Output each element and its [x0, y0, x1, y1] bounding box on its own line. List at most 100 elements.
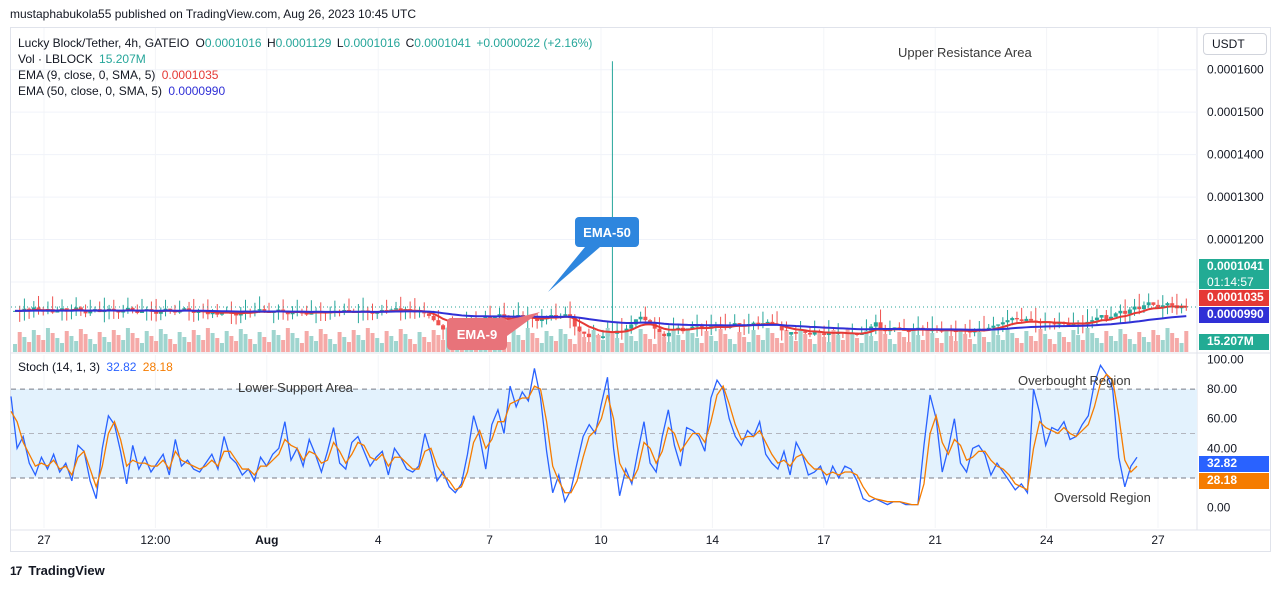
volume-bar: [323, 334, 328, 352]
volume-bar: [41, 340, 46, 352]
tradingview-brand[interactable]: TradingView: [28, 563, 105, 578]
volume-bar: [803, 334, 808, 352]
volume-bar: [111, 330, 116, 352]
time-tick-label: 27: [37, 533, 51, 547]
volume-bar: [680, 340, 685, 352]
candle-body: [309, 312, 314, 315]
volume-bar: [563, 334, 568, 352]
volume-bar: [699, 343, 704, 352]
volume-bar: [807, 339, 812, 352]
volume-bar: [855, 338, 860, 352]
candle-body: [346, 309, 351, 312]
volume-bar: [356, 335, 361, 352]
price-tick-label: 0.0001500: [1207, 105, 1264, 119]
volume-bar: [1019, 343, 1024, 352]
stoch-d-value: 28.18: [142, 360, 173, 374]
volume-bar: [953, 341, 958, 352]
volume-bar: [920, 340, 925, 352]
volume-bar: [398, 329, 403, 352]
candle-body: [74, 307, 79, 310]
volume-bar: [441, 340, 446, 352]
candle-body: [125, 307, 130, 310]
volume-bar: [586, 342, 591, 352]
volume-bar: [949, 336, 954, 352]
volume-bar: [657, 332, 662, 352]
volume-bar: [201, 340, 206, 352]
time-tick-label: 17: [817, 533, 831, 547]
volume-bar: [718, 329, 723, 352]
candle-body: [629, 324, 634, 329]
volume-bar: [351, 330, 356, 352]
volume-bar: [295, 338, 300, 352]
candle-body: [436, 320, 441, 326]
volume-bar: [770, 333, 775, 352]
volume-bar: [379, 343, 384, 352]
volume-bar: [864, 331, 869, 352]
volume-tag: 15.207M: [1199, 334, 1269, 350]
volume-bar: [704, 331, 709, 352]
stoch-d-line: [10, 373, 1138, 506]
candle-body: [1052, 323, 1057, 325]
volume-bar: [916, 335, 921, 352]
volume-bar: [713, 341, 718, 352]
volume-bar: [666, 342, 671, 352]
volume-bar: [662, 337, 667, 352]
volume-bar: [55, 338, 60, 352]
candle-body: [1024, 318, 1029, 322]
volume-bar: [878, 329, 883, 352]
candle-body: [601, 336, 605, 338]
candle-body: [187, 308, 192, 311]
candle-body: [643, 316, 648, 321]
volume-bar: [934, 338, 939, 352]
volume-bar: [154, 341, 159, 352]
legend-h-value: 0.0001129: [275, 36, 332, 50]
legend-l-value: 0.0001016: [343, 36, 401, 50]
candle-body: [1113, 313, 1118, 317]
volume-bar: [31, 330, 36, 352]
volume-bar: [690, 333, 695, 352]
candle-body: [1156, 304, 1161, 308]
candle-body: [276, 309, 281, 311]
volume-bar: [516, 335, 521, 352]
volume-bar: [996, 335, 1001, 352]
volume-bar: [1156, 335, 1161, 352]
volume-bar: [74, 341, 79, 352]
volume-bar: [615, 338, 620, 352]
candle-body: [394, 308, 399, 310]
oversold-label: Oversold Region: [1054, 490, 1151, 505]
legend-ema9-label: EMA (9, close, 0, SMA, 5): [18, 68, 156, 82]
legend-c-label: C: [405, 36, 415, 50]
ema50-callout: EMA-50: [575, 217, 639, 247]
volume-bar: [939, 343, 944, 352]
volume-bar: [422, 337, 427, 352]
currency-button[interactable]: USDT: [1203, 33, 1267, 55]
volume-bar: [318, 329, 323, 352]
volume-bar: [817, 332, 822, 352]
candle-body: [398, 308, 403, 311]
volume-bar: [158, 329, 163, 352]
legend-vol-label: Vol · LBLOCK: [18, 52, 93, 66]
volume-bar: [892, 344, 897, 352]
candle-body: [996, 324, 1001, 326]
volume-bar: [798, 329, 803, 352]
ema50-callout-pointer: [548, 247, 600, 292]
volume-bar: [1080, 340, 1085, 352]
candle-body: [238, 313, 243, 316]
volume-bar: [431, 330, 436, 352]
candle-body: [572, 318, 577, 327]
volume-bar: [760, 340, 765, 352]
volume-bar: [50, 333, 55, 352]
candle-body: [1090, 320, 1095, 322]
volume-bar: [1127, 339, 1132, 352]
volume-bar: [789, 336, 794, 352]
candle-body: [1014, 318, 1019, 320]
volume-bar: [257, 332, 262, 352]
candle-body: [765, 321, 770, 324]
volume-bar: [1113, 341, 1118, 352]
volume-bar: [196, 335, 201, 352]
volume-bar: [102, 337, 107, 352]
volume-bar: [906, 342, 911, 352]
volume-bar: [643, 334, 648, 352]
candle-body: [535, 318, 540, 322]
